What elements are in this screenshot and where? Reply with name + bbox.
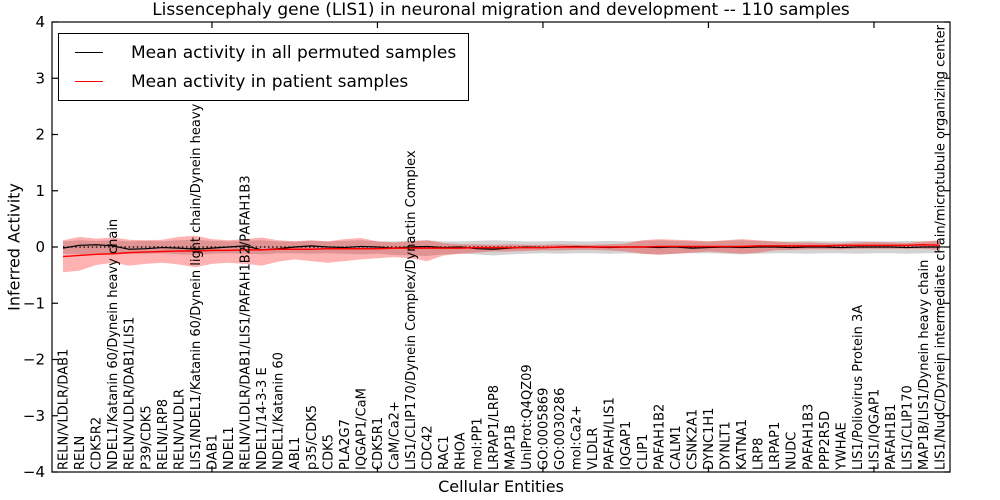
y-tick-label: −1 bbox=[23, 294, 45, 312]
chart-title: Lissencephaly gene (LIS1) in neuronal mi… bbox=[152, 0, 850, 20]
x-tick-label: RELN/VLDLR bbox=[172, 389, 187, 470]
x-tick-label: MAP1B/LIS1/Dynein heavy chain bbox=[917, 260, 932, 470]
y-tick-label: 3 bbox=[35, 69, 45, 87]
y-tick-label: −2 bbox=[23, 351, 45, 369]
x-tick-label: CLIP1 bbox=[636, 434, 651, 470]
x-tick-label: RELN/VLDLR/DAB1/LIS1 bbox=[123, 317, 138, 470]
y-tick-label: 0 bbox=[35, 238, 45, 256]
x-tick-label: PAFAH/LIS1 bbox=[603, 397, 618, 470]
x-tick-label: ABL1 bbox=[288, 437, 303, 470]
x-tick-label: CaM/Ca2+ bbox=[388, 401, 403, 470]
y-axis-label: Inferred Activity bbox=[4, 183, 24, 311]
x-tick-label: CDK5R1 bbox=[371, 417, 386, 470]
x-tick-label: RELN/VLDLR/DAB1 bbox=[57, 349, 72, 470]
x-tick-label: NDEL1/14-3-3 E bbox=[255, 367, 270, 470]
x-tick-label: LIS1/CLIP170/Dynein Complex/Dynactin Com… bbox=[404, 150, 419, 470]
x-tick-label: CDC42 bbox=[421, 425, 436, 470]
x-tick-label: LIS1/Poliovirus Protein 3A bbox=[851, 305, 866, 470]
patient-samples-range-band bbox=[63, 235, 941, 273]
x-tick-label: RELN bbox=[73, 436, 88, 470]
x-tick-label: LRPAP1 bbox=[768, 422, 783, 470]
x-tick-label: RELN/VLDLR/DAB1/LIS1/PAFAH1B2/PAFAH1B3 bbox=[239, 175, 254, 470]
legend-entry-permuted: Mean activity in all permuted samples bbox=[65, 38, 456, 67]
x-tick-label: LRPAP1/LRP8 bbox=[487, 385, 502, 470]
x-tick-label: CALM1 bbox=[669, 425, 684, 470]
x-tick-label: MAP1B bbox=[503, 425, 518, 470]
x-tick-label: GO:0030286 bbox=[553, 388, 568, 470]
legend-label-patient: Mean activity in patient samples bbox=[131, 71, 409, 92]
x-tick-label: mol:Ca2+ bbox=[570, 405, 585, 470]
x-tick-label: PLA2G7 bbox=[338, 419, 353, 470]
y-tick-label: 1 bbox=[35, 182, 45, 200]
x-tick-label: IQGAP1 bbox=[619, 421, 634, 470]
x-tick-label: GO:0005869 bbox=[536, 388, 551, 470]
legend: Mean activity in all permuted samples Me… bbox=[58, 33, 470, 101]
x-tick-label: LIS1/IQGAP1 bbox=[867, 389, 882, 470]
x-tick-label: CDK5R2 bbox=[90, 417, 105, 470]
x-tick-label: p35/CDK5 bbox=[305, 405, 320, 470]
patient-line-swatch-icon bbox=[75, 81, 103, 82]
x-tick-label: NDEL1/Katanin 60 bbox=[272, 352, 287, 470]
permuted-mean-line bbox=[62, 244, 941, 251]
x-axis-label: Cellular Entities bbox=[438, 477, 564, 496]
x-tick-label: VLDLR bbox=[586, 428, 601, 470]
x-tick-label: RAC1 bbox=[437, 435, 452, 470]
patient-mean-line bbox=[62, 243, 941, 258]
x-tick-label: LRP8 bbox=[752, 438, 767, 470]
y-tick-label: 4 bbox=[35, 13, 45, 31]
x-tick-label: IQGAP1/CaM bbox=[354, 388, 369, 470]
x-tick-label: LIS1/NudC/Dynein intermediate chain/micr… bbox=[934, 24, 949, 470]
y-tick-label: −3 bbox=[23, 407, 45, 425]
x-tick-label: LIS1/NDEL1/Katanin 60/Dynein light chain… bbox=[189, 64, 204, 470]
legend-entry-patient: Mean activity in patient samples bbox=[65, 67, 456, 96]
y-tick-label: −4 bbox=[23, 463, 45, 481]
x-tick-label: RHOA bbox=[454, 432, 469, 470]
x-tick-label: DAB1 bbox=[205, 434, 220, 470]
x-tick-label: CDK5 bbox=[321, 434, 336, 470]
x-tick-label: PAFAH1B2 bbox=[652, 404, 667, 470]
legend-label-permuted: Mean activity in all permuted samples bbox=[131, 42, 457, 63]
x-tick-label: UniProt:Q4QZ09 bbox=[520, 364, 535, 470]
y-tick-label: 2 bbox=[35, 126, 45, 144]
x-tick-label: KATNA1 bbox=[735, 419, 750, 470]
x-tick-label: P39/CDK5 bbox=[139, 405, 154, 470]
x-tick-label: DYNC1H1 bbox=[702, 408, 717, 470]
x-tick-label: NDEL1/Katanin 60/Dynein heavy chain bbox=[106, 219, 121, 470]
x-tick-label: RELN/LRP8 bbox=[156, 399, 171, 470]
x-tick-label: CSNK2A1 bbox=[685, 409, 700, 470]
x-tick-label: YWHAE bbox=[834, 422, 849, 471]
x-tick-label: NUDC bbox=[785, 432, 800, 470]
x-tick-label: PAFAH1B1 bbox=[884, 404, 899, 470]
x-tick-label: PPP2R5D bbox=[818, 411, 833, 470]
permuted-line-swatch-icon bbox=[75, 52, 103, 53]
x-tick-label: PAFAH1B3 bbox=[801, 404, 816, 470]
x-tick-label: DYNLT1 bbox=[719, 421, 734, 470]
x-tick-label: NDEL1 bbox=[222, 427, 237, 470]
x-tick-label: LIS1/CLIP170 bbox=[901, 385, 916, 470]
x-tick-label: mol:PP1 bbox=[470, 417, 485, 470]
